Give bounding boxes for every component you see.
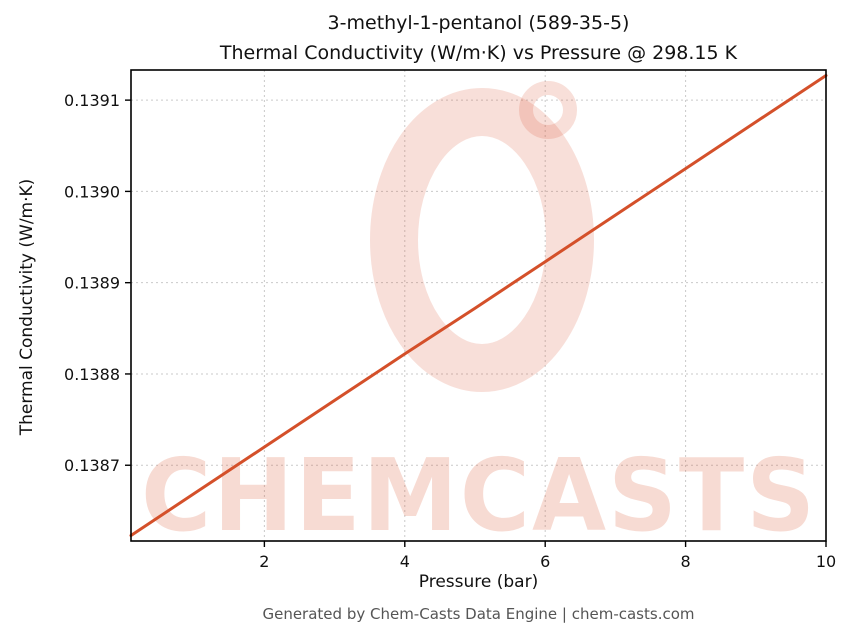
x-tick-label: 10: [816, 552, 836, 571]
x-tick-label: 2: [259, 552, 269, 571]
chart-title-line1: 3-methyl-1-pentanol (589-35-5): [327, 12, 630, 34]
y-tick-label: 0.1391: [64, 91, 120, 110]
x-axis-label: Pressure (bar): [418, 572, 539, 592]
x-tick-label: 4: [400, 552, 410, 571]
y-tick-label: 0.1389: [64, 274, 120, 293]
y-tick-label: 0.1390: [64, 182, 120, 201]
y-tick-label: 0.1388: [64, 365, 120, 384]
x-tick-label: 8: [681, 552, 691, 571]
chart-title: 3-methyl-1-pentanol (589-35-5) Thermal C…: [131, 8, 826, 68]
plot-border: [130, 69, 827, 542]
watermark-text: CHEMCASTS: [141, 437, 817, 554]
data-line: [129, 74, 828, 537]
watermark-ring: [370, 88, 594, 392]
watermark-curl: [519, 81, 577, 139]
y-tick-label: 0.1387: [64, 456, 120, 475]
footer-credit: Generated by Chem-Casts Data Engine | ch…: [262, 605, 695, 623]
x-tick-label: 6: [540, 552, 550, 571]
chart-title-line2: Thermal Conductivity (W/m·K) vs Pressure…: [219, 42, 738, 64]
